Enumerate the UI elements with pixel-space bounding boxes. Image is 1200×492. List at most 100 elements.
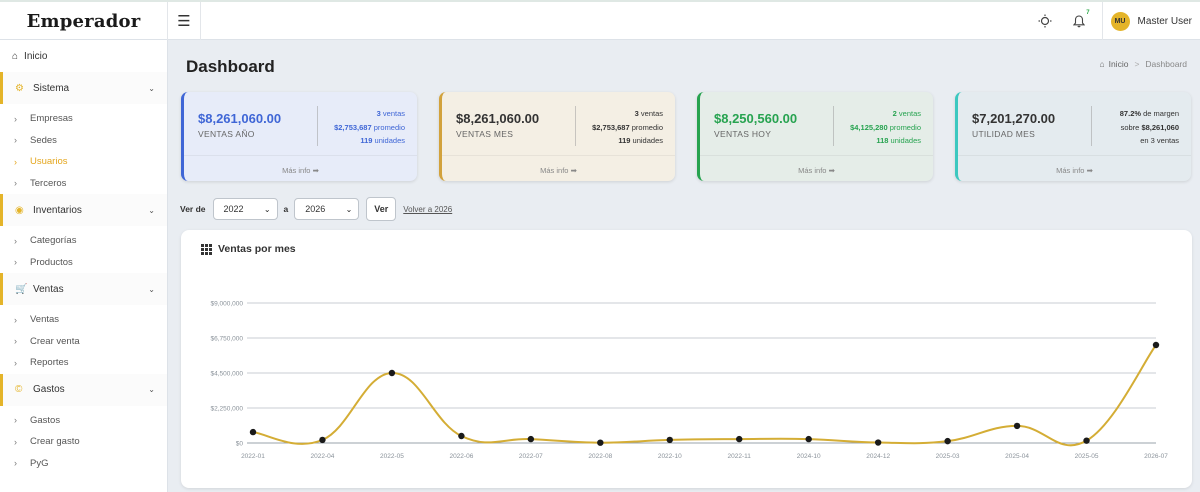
sidebar-item-categorias[interactable]: › Categorías — [0, 230, 167, 252]
sidebar-item-label: Usuarios — [30, 156, 68, 168]
coin-icon: ◉ — [15, 204, 24, 216]
select-value: 2026 — [305, 204, 326, 214]
x-tick-label: 2022-07 — [519, 453, 543, 460]
sidebar-item-usuarios[interactable]: › Usuarios — [0, 151, 167, 173]
chevron-right-icon: › — [14, 156, 17, 167]
series-line — [252, 344, 1157, 447]
x-tick-label: 2025-05 — [1075, 453, 1099, 460]
stat-card-ventas-ano: $8,261,060.00 VENTAS AÑO 3 ventas $2,753… — [181, 92, 417, 181]
apply-filter-button[interactable]: Ver — [366, 197, 397, 221]
data-point — [805, 435, 812, 443]
sun-icon — [1038, 14, 1052, 28]
sidebar-item-crear-gasto[interactable]: › Crear gasto — [0, 431, 167, 453]
sidebar-item-label: Crear venta — [30, 335, 80, 347]
reset-year-link[interactable]: Volver a 2026 — [403, 204, 453, 214]
sidebar-item-label: Ventas — [30, 314, 60, 326]
more-info-link[interactable]: Más info ➡ — [1056, 166, 1093, 175]
stat-details: 3 ventas $2,753,687 promedio 119 unidade… — [334, 109, 405, 145]
notifications-button[interactable]: 7 — [1062, 2, 1096, 40]
stat-value: $8,261,060.00 — [198, 111, 282, 126]
menu-toggle-button[interactable]: ☰ — [168, 2, 201, 40]
sidebar-item-crear-venta[interactable]: › Crear venta — [0, 331, 167, 353]
more-info-link[interactable]: Más info ➡ — [798, 166, 835, 175]
hamburger-icon: ☰ — [177, 13, 191, 30]
sidebar-section-label: Sistema — [33, 82, 70, 94]
year-from-select[interactable]: 2022 ⌄ — [212, 198, 278, 220]
y-tick-label: $0 — [236, 441, 244, 448]
stat-details: 87.2% de margen sobre $8,261,060 en 3 ve… — [1119, 109, 1179, 145]
data-point — [736, 435, 743, 443]
user-menu[interactable]: MU Master User — [1101, 2, 1200, 40]
x-tick-label: 2022-05 — [380, 453, 404, 460]
sidebar-item-label: Categorías — [30, 235, 77, 247]
x-tick-label: 2022-11 — [728, 453, 752, 460]
arrow-circle-right-icon: ➡ — [570, 166, 577, 175]
chevron-right-icon: › — [14, 113, 17, 124]
chevron-right-icon: › — [14, 436, 17, 447]
stat-divider — [1091, 106, 1092, 146]
chevron-right-icon: › — [14, 415, 17, 426]
more-info-link[interactable]: Más info ➡ — [540, 166, 577, 175]
chevron-right-icon: › — [14, 458, 17, 469]
filter-from-label: Ver de — [180, 204, 206, 214]
chevron-down-icon: ⌄ — [263, 204, 271, 214]
sidebar-item-inicio[interactable]: ⌂ Inicio — [0, 40, 167, 72]
notification-badge: 7 — [1086, 10, 1090, 16]
sidebar-item-label: PyG — [30, 457, 49, 469]
data-point — [1083, 437, 1090, 444]
sidebar-section-inventarios[interactable]: ◉ Inventarios ⌄ — [0, 194, 167, 226]
cart-icon: 🛒 — [15, 283, 28, 295]
x-tick-label: 2022-06 — [449, 453, 473, 460]
sidebar-item-ventas[interactable]: › Ventas — [0, 309, 167, 331]
sidebar-section-label: Inventarios — [33, 204, 82, 216]
breadcrumb-home-link[interactable]: Inicio — [1108, 59, 1129, 69]
breadcrumb-separator: > — [1134, 59, 1140, 69]
year-to-select[interactable]: 2026 ⌄ — [294, 198, 360, 220]
x-tick-label: 2025-03 — [936, 453, 960, 460]
breadcrumb: ⌂ Inicio > Dashboard — [1099, 59, 1187, 69]
sidebar-item-sedes[interactable]: › Sedes — [0, 130, 167, 152]
sidebar-item-empresas[interactable]: › Empresas — [0, 108, 167, 130]
stat-label: VENTAS AÑO — [198, 129, 255, 139]
chart-title: Ventas por mes — [201, 243, 296, 255]
more-info-link[interactable]: Más info ➡ — [282, 166, 319, 175]
sidebar-section-sistema[interactable]: ⚙ Sistema ⌄ — [0, 72, 167, 104]
brand-logo[interactable]: Emperador — [0, 2, 168, 40]
sidebar-section-ventas[interactable]: 🛒 Ventas ⌄ — [0, 273, 167, 305]
x-tick-label: 2022-01 — [241, 453, 265, 460]
data-point — [249, 428, 257, 436]
x-tick-label: 2024-12 — [866, 453, 890, 460]
sidebar-item-productos[interactable]: › Productos — [0, 252, 167, 274]
stat-value: $7,201,270.00 — [972, 111, 1056, 126]
stat-card-ventas-mes: $8,261,060.00 VENTAS MES 3 ventas $2,753… — [439, 92, 675, 181]
chevron-right-icon: › — [14, 135, 17, 146]
stat-divider — [317, 106, 318, 146]
y-tick-label: $9,000,000 — [210, 301, 243, 308]
data-point — [1152, 341, 1160, 349]
brand-name: Emperador — [26, 10, 141, 32]
arrow-circle-right-icon: ➡ — [312, 166, 319, 175]
theme-toggle-button[interactable] — [1028, 2, 1062, 40]
gears-icon: ⚙ — [15, 82, 24, 94]
stat-card-ventas-hoy: $8,250,560.00 VENTAS HOY 2 ventas $4,125… — [697, 92, 933, 181]
y-tick-label: $2,250,000 — [210, 406, 243, 413]
sidebar-section-gastos[interactable]: © Gastos ⌄ — [0, 373, 167, 406]
sidebar-item-reportes[interactable]: › Reportes — [0, 352, 167, 374]
data-point — [944, 437, 951, 445]
chevron-right-icon: › — [14, 178, 17, 189]
data-point — [597, 439, 604, 446]
sidebar-item-gastos[interactable]: › Gastos — [0, 410, 167, 432]
chevron-down-icon: ⌄ — [148, 385, 155, 394]
chevron-down-icon: ⌄ — [345, 204, 353, 214]
x-tick-label: 2022-04 — [311, 453, 335, 460]
home-icon: ⌂ — [12, 50, 19, 62]
stat-label: VENTAS HOY — [714, 129, 772, 139]
sidebar-section-label: Ventas — [33, 283, 64, 295]
chevron-right-icon: › — [14, 257, 17, 268]
page-title: Dashboard — [186, 57, 275, 76]
avatar: MU — [1110, 11, 1130, 31]
sidebar-item-terceros[interactable]: › Terceros — [0, 173, 167, 195]
sidebar-item-pyg[interactable]: › PyG — [0, 453, 167, 475]
home-icon: ⌂ — [1099, 59, 1105, 69]
data-point — [458, 432, 465, 440]
